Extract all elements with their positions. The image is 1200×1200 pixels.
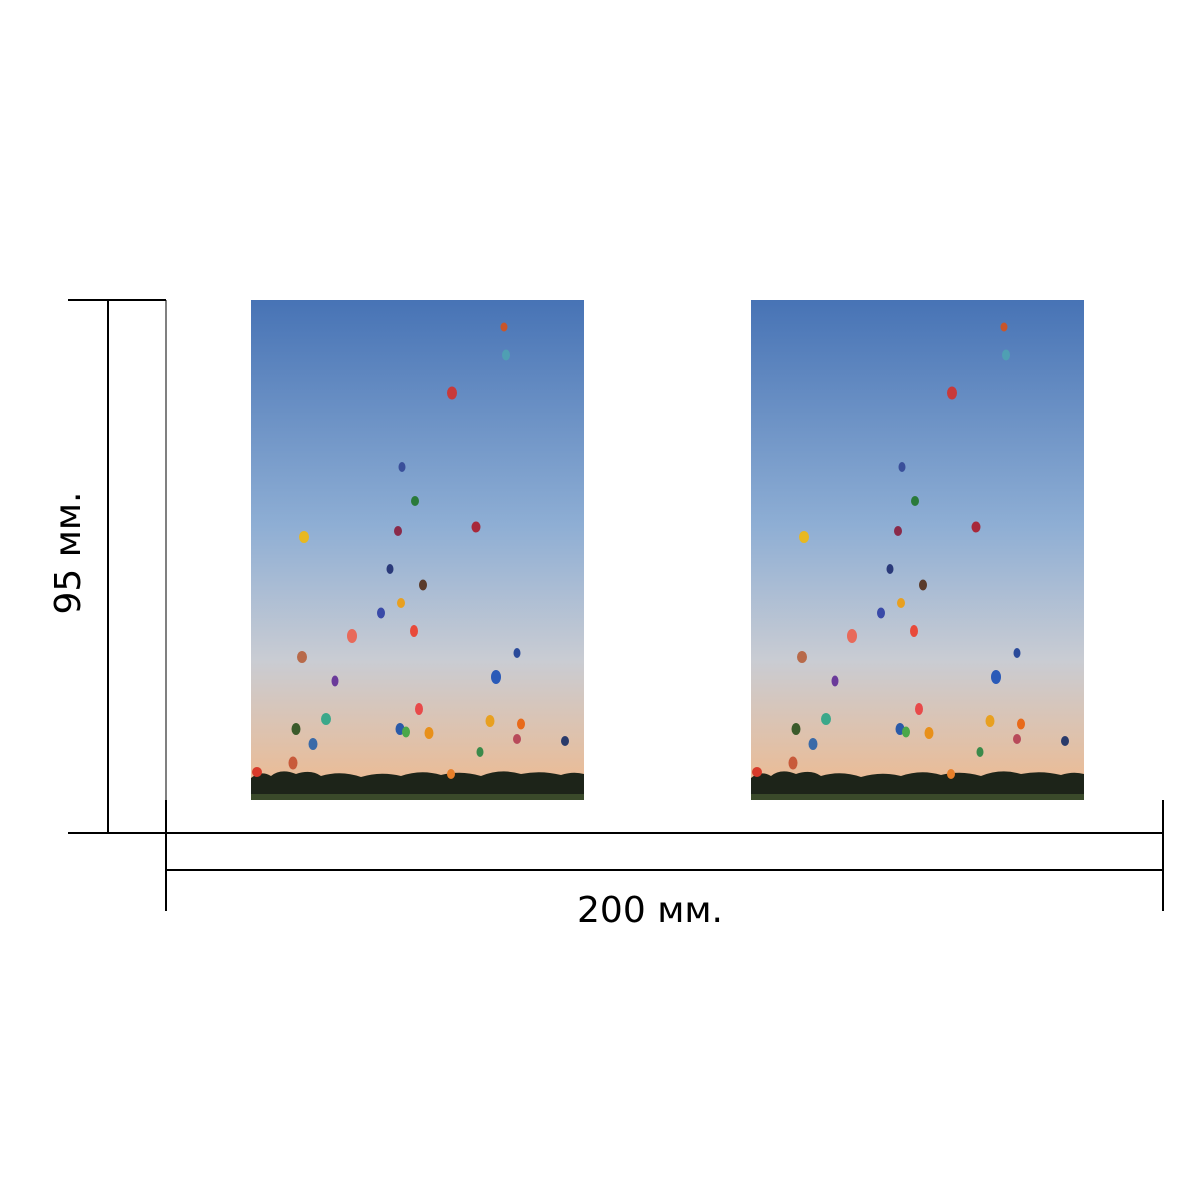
height-dimension: 95 мм.	[48, 299, 167, 834]
photo-left	[251, 300, 584, 800]
width-dimension: 200 мм.	[165, 800, 1164, 931]
width-label: 200 мм.	[577, 890, 723, 931]
height-label: 95 мм.	[48, 491, 89, 614]
photo-right	[751, 300, 1084, 800]
